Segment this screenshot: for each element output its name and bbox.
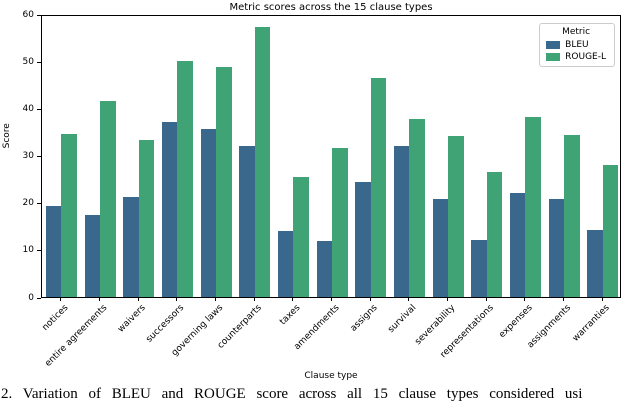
legend-label-rouge: ROUGE-L	[565, 52, 606, 62]
y-tick-label: 40	[22, 103, 34, 114]
bar-bleu-waivers	[123, 196, 139, 297]
legend-label-bleu: BLEU	[565, 40, 589, 50]
x-tick-label-text: successors	[144, 303, 187, 345]
bar-rouge-l-waivers	[138, 139, 155, 297]
x-tick-mark	[408, 298, 410, 301]
x-tick-mark	[524, 298, 526, 301]
x-tick-mark	[485, 298, 487, 301]
bar-bleu-governing-laws	[200, 129, 216, 297]
bar-bleu-expenses	[509, 193, 526, 297]
bar-rouge-l-warranties	[602, 164, 619, 297]
x-tick-label-text: assigns	[348, 303, 380, 334]
legend-item-bleu: BLEU	[546, 40, 606, 50]
x-tick-mark	[253, 298, 255, 301]
bar-rouge-l-counterparts	[254, 26, 271, 297]
y-tick-label: 30	[22, 151, 34, 161]
y-tick-mark	[37, 156, 41, 157]
chart-title: Metric scores across the 15 clause types	[229, 2, 433, 13]
bar-rouge-l-severability	[448, 135, 464, 297]
bar-bleu-amendments	[316, 241, 332, 297]
bar-bleu-survival	[393, 146, 410, 297]
bar-bleu-representations	[471, 239, 487, 297]
y-tick-mark	[37, 14, 41, 16]
bar-bleu-assigns	[355, 182, 371, 297]
x-tick-label-text: warranties	[571, 303, 612, 344]
y-tick-label: 0	[28, 292, 34, 303]
x-tick-label-text: waivers	[116, 303, 148, 335]
y-tick-mark	[37, 250, 41, 252]
bar-rouge-l-notices	[61, 133, 77, 297]
rouge-swatch-icon	[546, 53, 561, 61]
x-tick-label-text: survival	[386, 303, 419, 336]
y-tick-mark	[37, 61, 41, 63]
figure-caption: 2. Variation of BLEU and ROUGE score acr…	[1, 386, 583, 402]
bar-rouge-l-entire-agreements	[100, 101, 116, 297]
bleu-swatch-icon	[546, 41, 561, 49]
x-tick-label-text: expenses	[497, 303, 535, 341]
x-tick-mark	[137, 298, 139, 301]
x-tick-label-text: taxes	[278, 303, 303, 328]
bar-rouge-l-amendments	[332, 147, 348, 297]
bar-bleu-severability	[432, 199, 448, 297]
bar-rouge-l-assigns	[370, 77, 387, 297]
x-tick-mark	[176, 298, 178, 301]
y-tick-label: 20	[22, 198, 34, 209]
x-tick-mark	[601, 298, 603, 301]
bar-rouge-l-representations	[486, 171, 503, 297]
bar-rouge-l-expenses	[525, 117, 541, 297]
bar-bleu-warranties	[587, 229, 603, 297]
bar-bleu-taxes	[277, 230, 294, 297]
x-tick-mark	[292, 298, 294, 301]
x-tick-label-text: notices	[40, 303, 71, 333]
x-tick-mark	[60, 298, 62, 301]
y-axis-label: Score	[2, 123, 12, 149]
y-tick-label: 10	[22, 245, 34, 256]
x-tick-mark	[563, 298, 564, 301]
bar-rouge-l-assignments	[564, 135, 580, 297]
y-tick-label: 50	[22, 56, 34, 67]
x-tick-mark	[331, 298, 332, 301]
y-tick-mark	[37, 108, 41, 110]
bar-bleu-successors	[161, 121, 178, 297]
x-axis-label: Clause type	[304, 371, 358, 381]
legend: Metric BLEU ROUGE-L	[539, 23, 615, 67]
x-tick-mark	[447, 298, 448, 301]
y-tick-mark	[37, 297, 41, 299]
x-tick-mark	[369, 298, 371, 301]
bar-rouge-l-survival	[409, 118, 425, 297]
plot-area: Metric BLEU ROUGE-L	[41, 15, 621, 298]
x-tick-mark	[215, 298, 216, 301]
bar-rouge-l-successors	[177, 61, 193, 297]
x-tick-mark	[99, 298, 100, 301]
bar-rouge-l-taxes	[293, 176, 309, 297]
legend-title: Metric	[562, 27, 591, 37]
bar-bleu-notices	[45, 206, 62, 297]
bar-rouge-l-governing-laws	[216, 67, 232, 297]
bar-bleu-counterparts	[239, 146, 255, 297]
bar-bleu-assignments	[548, 199, 564, 297]
y-tick-label: 60	[22, 9, 34, 20]
legend-item-rouge: ROUGE-L	[546, 52, 606, 62]
y-tick-mark	[37, 203, 41, 205]
bar-bleu-entire-agreements	[84, 214, 100, 297]
